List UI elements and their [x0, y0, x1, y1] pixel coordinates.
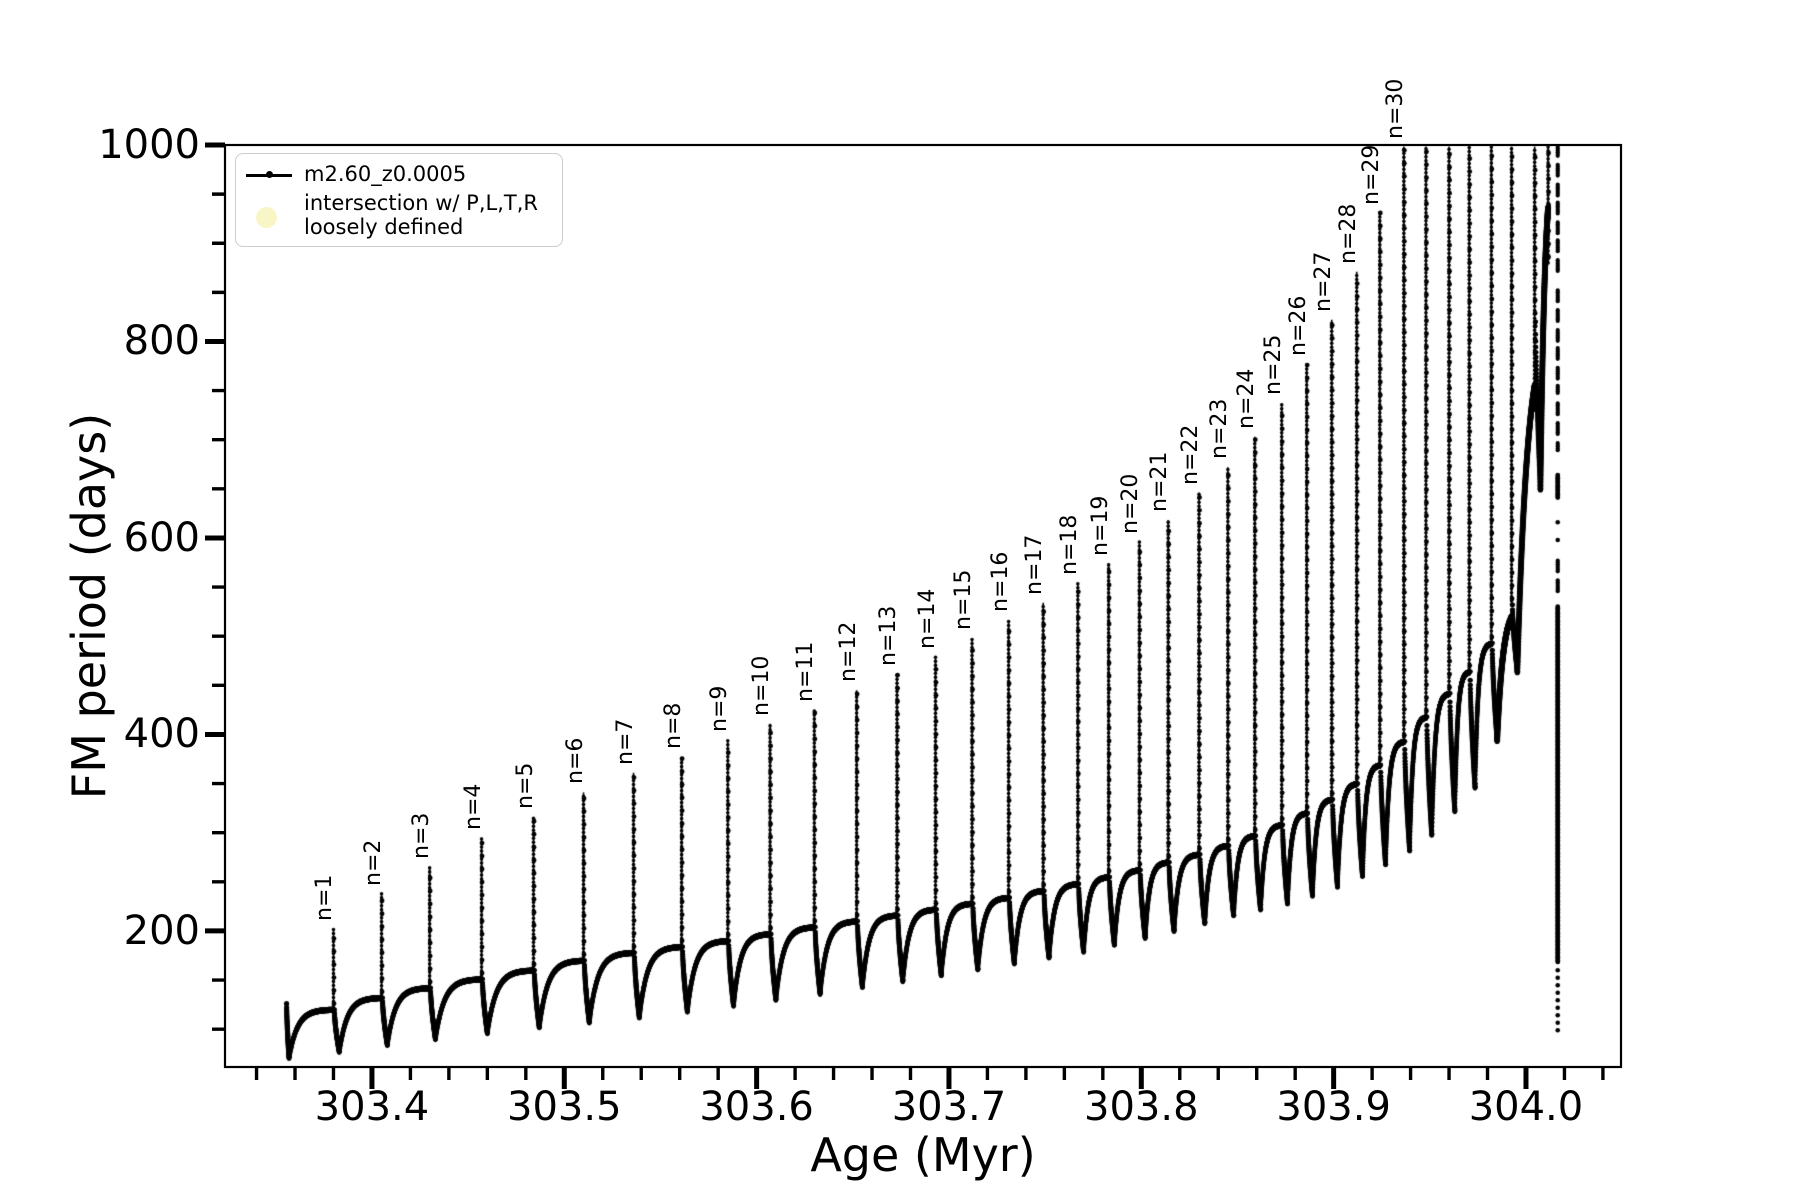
plot-border: [223, 143, 1623, 1069]
legend-box: m2.60_z0.0005 intersection w/ P,L,T,R lo…: [235, 153, 563, 247]
spike-label: n=5: [512, 762, 538, 809]
spike-label: n=26: [1285, 295, 1311, 357]
spike-label: n=4: [460, 783, 486, 830]
spike-label: n=24: [1233, 368, 1259, 429]
spike-label: n=1: [312, 874, 338, 921]
spike-label: n=18: [1056, 514, 1082, 576]
spike-label: n=12: [835, 621, 861, 683]
y-axis-label: FM period (days): [62, 412, 116, 800]
y-tick-label: 800: [123, 318, 200, 365]
x-tick-label: 303.7: [891, 1084, 1007, 1130]
x-tick-label: 303.9: [1276, 1084, 1391, 1130]
legend-intersection-marker-icon: [256, 207, 277, 228]
y-tick-label: 400: [123, 711, 200, 758]
spike-label: n=17: [1022, 534, 1048, 595]
legend-intersection-label-line2: loosely defined: [304, 215, 464, 239]
spike-label: n=11: [793, 641, 819, 702]
legend-series-label: m2.60_z0.0005: [304, 162, 467, 186]
y-tick-label: 200: [123, 907, 200, 954]
spike-label: n=7: [612, 718, 638, 765]
spike-label: n=8: [660, 702, 686, 750]
spike-label: n=27: [1310, 251, 1336, 312]
x-tick-label: 303.8: [1084, 1084, 1199, 1130]
spike-label: n=2: [360, 839, 386, 886]
spike-label: n=20: [1118, 473, 1144, 534]
spike-label: n=28: [1335, 203, 1361, 264]
spike-label: n=29: [1358, 144, 1384, 205]
spike-label: n=13: [876, 605, 902, 666]
spike-label: n=16: [987, 552, 1013, 613]
spike-label: n=22: [1178, 424, 1203, 485]
spike-label: n=25: [1260, 335, 1286, 396]
spike-label: n=6: [562, 738, 588, 785]
spike-label: n=3: [408, 812, 434, 860]
y-tick-label: 600: [123, 514, 200, 561]
y-tick-label: 1000: [98, 122, 200, 168]
x-tick-label: 304.0: [1468, 1084, 1584, 1130]
major-ticks: [205, 142, 1529, 1089]
x-axis-label: Age (Myr): [810, 1128, 1036, 1182]
spike-label: n=21: [1147, 451, 1173, 513]
spike-label: n=30: [1382, 78, 1408, 139]
legend-intersection-label: intersection w/ P,L,T,R loosely defined: [304, 191, 538, 239]
spike-label: n=10: [749, 655, 775, 716]
x-tick-label: 303.6: [699, 1084, 814, 1130]
spike-label: n=19: [1087, 495, 1113, 556]
spike-label: n=14: [914, 588, 940, 649]
x-tick-label: 303.4: [314, 1084, 430, 1130]
legend-intersection-label-line1: intersection w/ P,L,T,R: [304, 191, 538, 215]
x-tick-label: 303.5: [507, 1084, 622, 1130]
legend-line-dot-marker: [266, 171, 273, 178]
minor-ticks: [212, 192, 1605, 1080]
spike-label: n=9: [706, 685, 732, 733]
spike-label: n=23: [1206, 398, 1232, 460]
spike-label: n=15: [951, 569, 977, 631]
